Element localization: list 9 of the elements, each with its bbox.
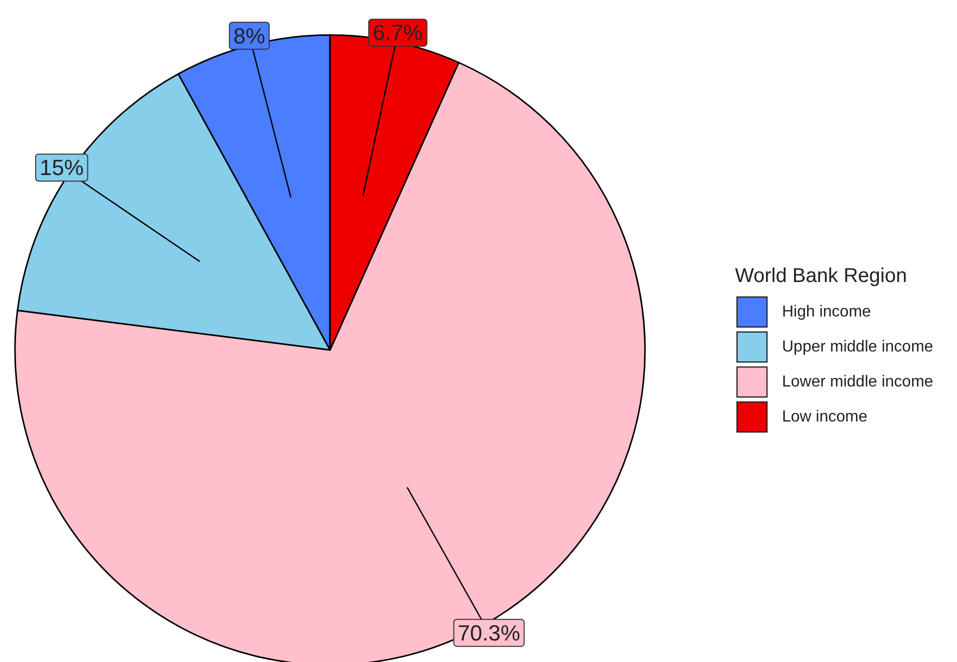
legend-label: Upper middle income: [782, 338, 934, 356]
legend-label: Low income: [782, 408, 868, 426]
data-label: 6.7%: [372, 20, 423, 46]
legend-label: High income: [782, 304, 872, 320]
legend-title: World Bank Region: [735, 265, 907, 287]
data-label: 15%: [40, 155, 84, 180]
data-label: 70.3%: [458, 620, 520, 646]
data-label: 8%: [233, 23, 266, 48]
legend-label: Lower middle income: [782, 374, 934, 390]
